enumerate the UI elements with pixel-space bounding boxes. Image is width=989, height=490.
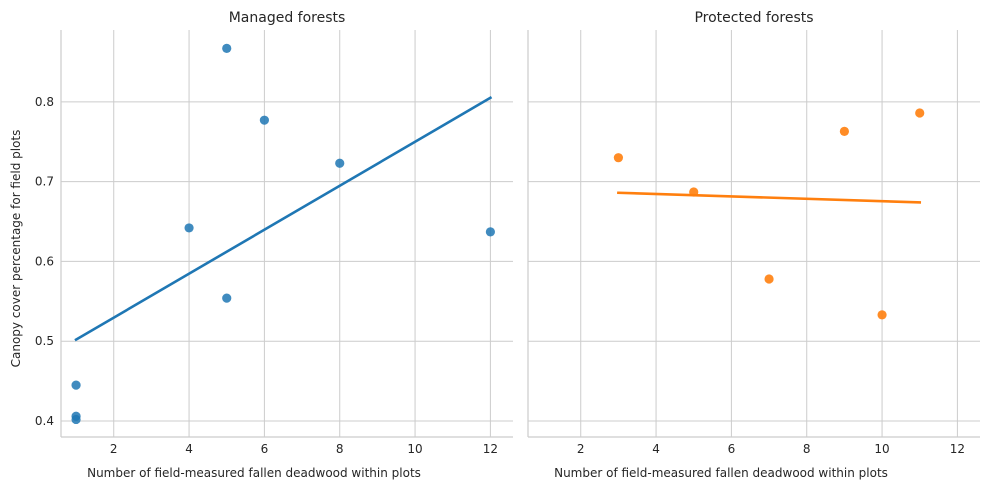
data-point — [222, 43, 232, 53]
data-point — [259, 115, 269, 125]
panel-title: Managed forests — [229, 10, 346, 26]
data-point — [71, 414, 81, 425]
x-tick-label: 8 — [336, 442, 344, 456]
x-tick-label: 4 — [185, 442, 193, 456]
x-tick-label: 12 — [950, 442, 965, 456]
panel-managed-forests: 2 4 6 8 10 12 0.4 0.5 0.6 0.7 0.8 Managed forests Nu… — [9, 10, 513, 480]
data-point — [184, 223, 194, 233]
regression-line — [617, 191, 922, 204]
x-axis-label: Number of field-measured fallen deadwood… — [554, 466, 888, 480]
y-tick-label: 0.5 — [35, 334, 54, 348]
x-tick-label: 8 — [803, 442, 811, 456]
data-point — [613, 153, 624, 163]
panel-protected-forests: 2 4 6 8 10 12 Protected forests Number of field… — [527, 10, 980, 480]
data-point — [839, 126, 850, 136]
y-axis-label: Canopy cover percentage for field plots — [9, 130, 23, 368]
data-point — [222, 293, 232, 303]
x-tick-label: 6 — [261, 442, 269, 456]
x-tick-label: 4 — [652, 442, 660, 456]
data-point — [764, 274, 774, 284]
data-point — [71, 380, 81, 390]
x-tick-label: 10 — [874, 442, 889, 456]
data-point — [335, 158, 345, 168]
data-point — [485, 227, 495, 237]
data-point — [915, 108, 925, 118]
x-tick-label: 12 — [483, 442, 498, 456]
x-tick-label: 10 — [407, 442, 422, 456]
x-tick-label: 2 — [577, 442, 585, 456]
y-tick-label: 0.6 — [35, 254, 54, 268]
x-tick-label: 2 — [110, 442, 118, 456]
panel-title: Protected forests — [694, 10, 813, 26]
x-tick-label: 6 — [728, 442, 736, 456]
y-tick-label: 0.7 — [35, 175, 54, 189]
regression-line — [74, 96, 493, 342]
data-point — [689, 187, 699, 197]
y-tick-label: 0.4 — [35, 414, 54, 428]
x-axis-label: Number of field-measured fallen deadwood… — [87, 466, 421, 480]
data-point — [877, 310, 887, 320]
y-tick-label: 0.8 — [35, 95, 54, 109]
